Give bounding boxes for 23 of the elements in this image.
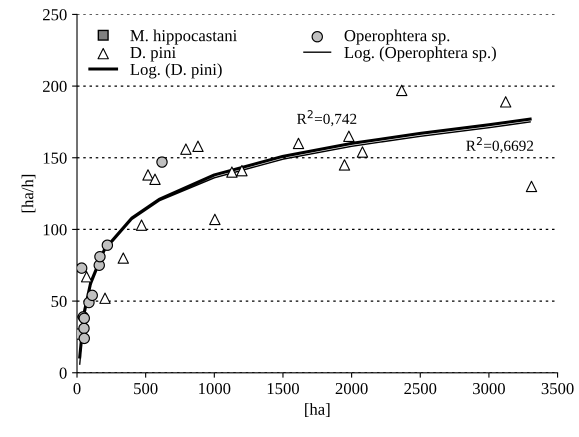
y-tick-label: 150 — [44, 152, 67, 164]
y-axis-title: [ha/h] — [22, 174, 36, 212]
legend-label: D. pini — [130, 46, 176, 62]
annotation: R$^{2}$=0,742 — [297, 110, 356, 126]
x-axis-title: [ha] — [305, 403, 330, 417]
y-tick-label: 200 — [43, 80, 67, 92]
annotation: R$^{2}$=0,6692 — [466, 137, 534, 154]
y-tick-label: 50 — [52, 296, 67, 308]
x-tick-label: 3000 — [473, 382, 505, 394]
legend-label: M. hippocastani — [130, 30, 237, 45]
x-tick-label: 1500 — [268, 382, 299, 394]
x-tick-label: 1000 — [199, 382, 230, 394]
x-tick-label: 3500 — [542, 382, 574, 394]
x-tick-label: 2000 — [336, 382, 368, 394]
y-tick-label: 0 — [60, 367, 67, 379]
legend-label: Log. (D. pini) — [130, 63, 222, 78]
legend-label: Log. (Operophtera sp.) — [344, 46, 496, 62]
y-tick-label: 100 — [44, 224, 67, 236]
y-tick-label: 250 — [43, 9, 67, 20]
x-tick-label: 0 — [73, 382, 81, 394]
legend-label: Operophtera sp. — [344, 30, 450, 45]
x-tick-label: 2500 — [404, 382, 436, 394]
x-tick-label: 500 — [134, 382, 158, 394]
